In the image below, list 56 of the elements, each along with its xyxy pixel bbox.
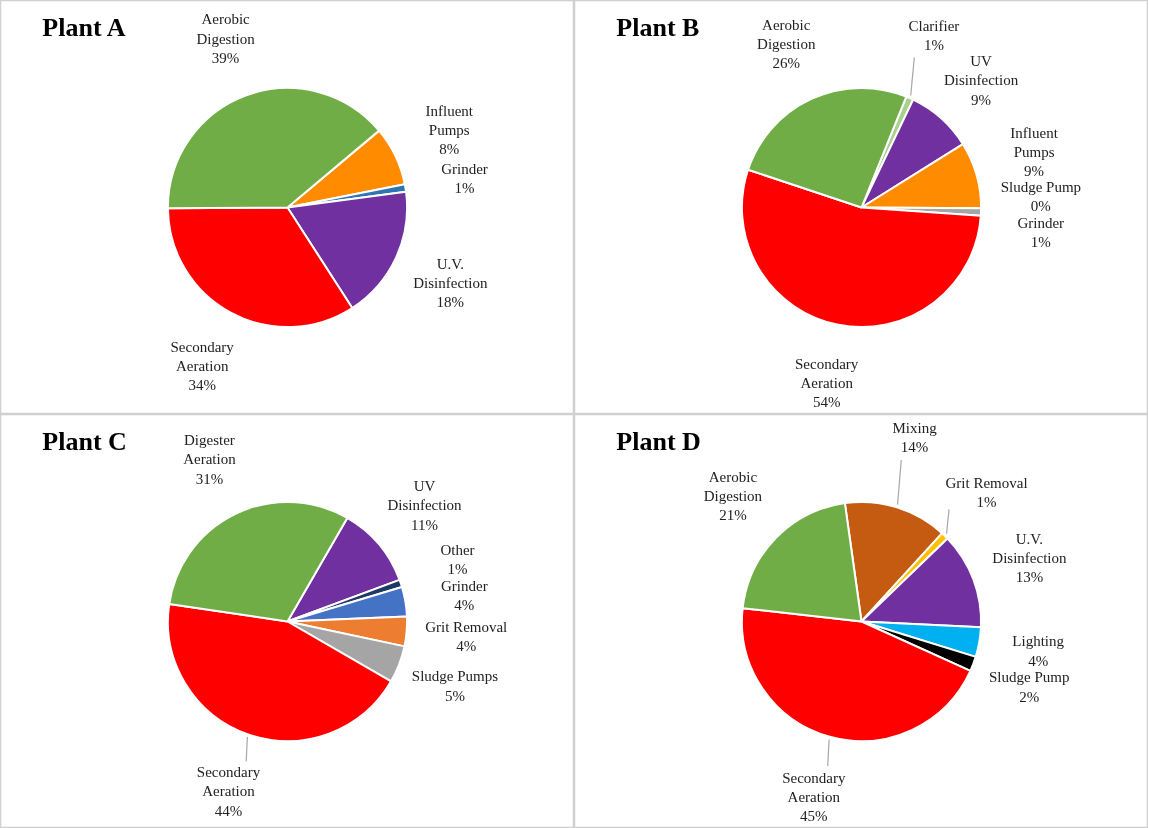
data-label: 4% bbox=[454, 597, 475, 614]
data-label: 31% bbox=[195, 470, 224, 487]
data-label: 9% bbox=[971, 91, 992, 108]
data-label: 21% bbox=[719, 507, 747, 524]
slice-label: Secondary Aeration bbox=[196, 764, 261, 800]
slice-label: Mixing bbox=[892, 419, 938, 436]
chart-title: Plant C bbox=[42, 427, 127, 457]
chart-title: Plant D bbox=[616, 427, 701, 457]
data-label: 1% bbox=[454, 179, 475, 196]
slice-label: Secondary Aeration bbox=[170, 338, 235, 374]
slice-label: Digester Aeration bbox=[183, 432, 237, 468]
slice-label: Aerobic Digestion bbox=[196, 11, 256, 47]
data-label: 1% bbox=[1030, 234, 1051, 251]
chart-title: Plant B bbox=[616, 13, 700, 43]
data-label: 14% bbox=[900, 438, 929, 455]
slice-label: Influent Pumps bbox=[425, 102, 474, 138]
data-label: 18% bbox=[436, 294, 465, 311]
data-label: 45% bbox=[800, 808, 828, 825]
slice-label: Grit Removal bbox=[945, 474, 1028, 491]
slice-label: UV Disinfection bbox=[387, 478, 463, 514]
chart-title: Plant A bbox=[42, 13, 126, 43]
slice-label: Influent Pumps bbox=[1010, 124, 1059, 161]
data-label: 1% bbox=[976, 494, 997, 511]
data-label: 4% bbox=[456, 638, 477, 655]
data-label: 1% bbox=[923, 37, 944, 54]
slice-label: UV Disinfection bbox=[943, 53, 1019, 89]
slice-label: Grinder bbox=[441, 578, 488, 595]
slice-label: Sludge Pump bbox=[988, 669, 1070, 686]
slice-label: Lighting bbox=[1012, 633, 1065, 650]
data-label: 8% bbox=[439, 140, 460, 157]
slice-label: Sludge Pumps bbox=[411, 668, 499, 685]
slice-label: Grinder bbox=[441, 160, 488, 177]
category-label: Sludge Pump bbox=[1000, 179, 1082, 196]
data-label: 13% bbox=[1015, 569, 1044, 586]
slice-label: Aerobic Digestion bbox=[703, 468, 763, 505]
slice-label: U.V. Disinfection bbox=[992, 530, 1067, 567]
slice-label: Other bbox=[440, 542, 475, 559]
data-label: 4% bbox=[1028, 652, 1049, 669]
data-label: 9% bbox=[1024, 163, 1045, 180]
data-label: 39% bbox=[211, 49, 240, 66]
data-label: 26% bbox=[772, 55, 801, 72]
data-label: 44% bbox=[214, 802, 243, 819]
data-label: 1% bbox=[447, 561, 468, 578]
slice-label: Grit Removal bbox=[425, 618, 508, 635]
data-label: 11% bbox=[411, 516, 438, 533]
slice-label: Grinder bbox=[1017, 215, 1065, 232]
slice-label: U.V. Disinfection bbox=[413, 255, 488, 291]
slice-label: Secondary Aeration bbox=[782, 769, 847, 805]
data-label: 5% bbox=[444, 687, 465, 704]
data-label: 2% bbox=[1019, 688, 1040, 705]
slice-label: Clarifier bbox=[908, 18, 960, 35]
data-label: 54% bbox=[812, 394, 841, 411]
data-label: 34% bbox=[188, 377, 216, 394]
slice-label: Aerobic Digestion bbox=[757, 16, 816, 53]
slice-label: Secondary Aeration bbox=[795, 355, 859, 391]
text: 0% bbox=[1030, 198, 1051, 215]
